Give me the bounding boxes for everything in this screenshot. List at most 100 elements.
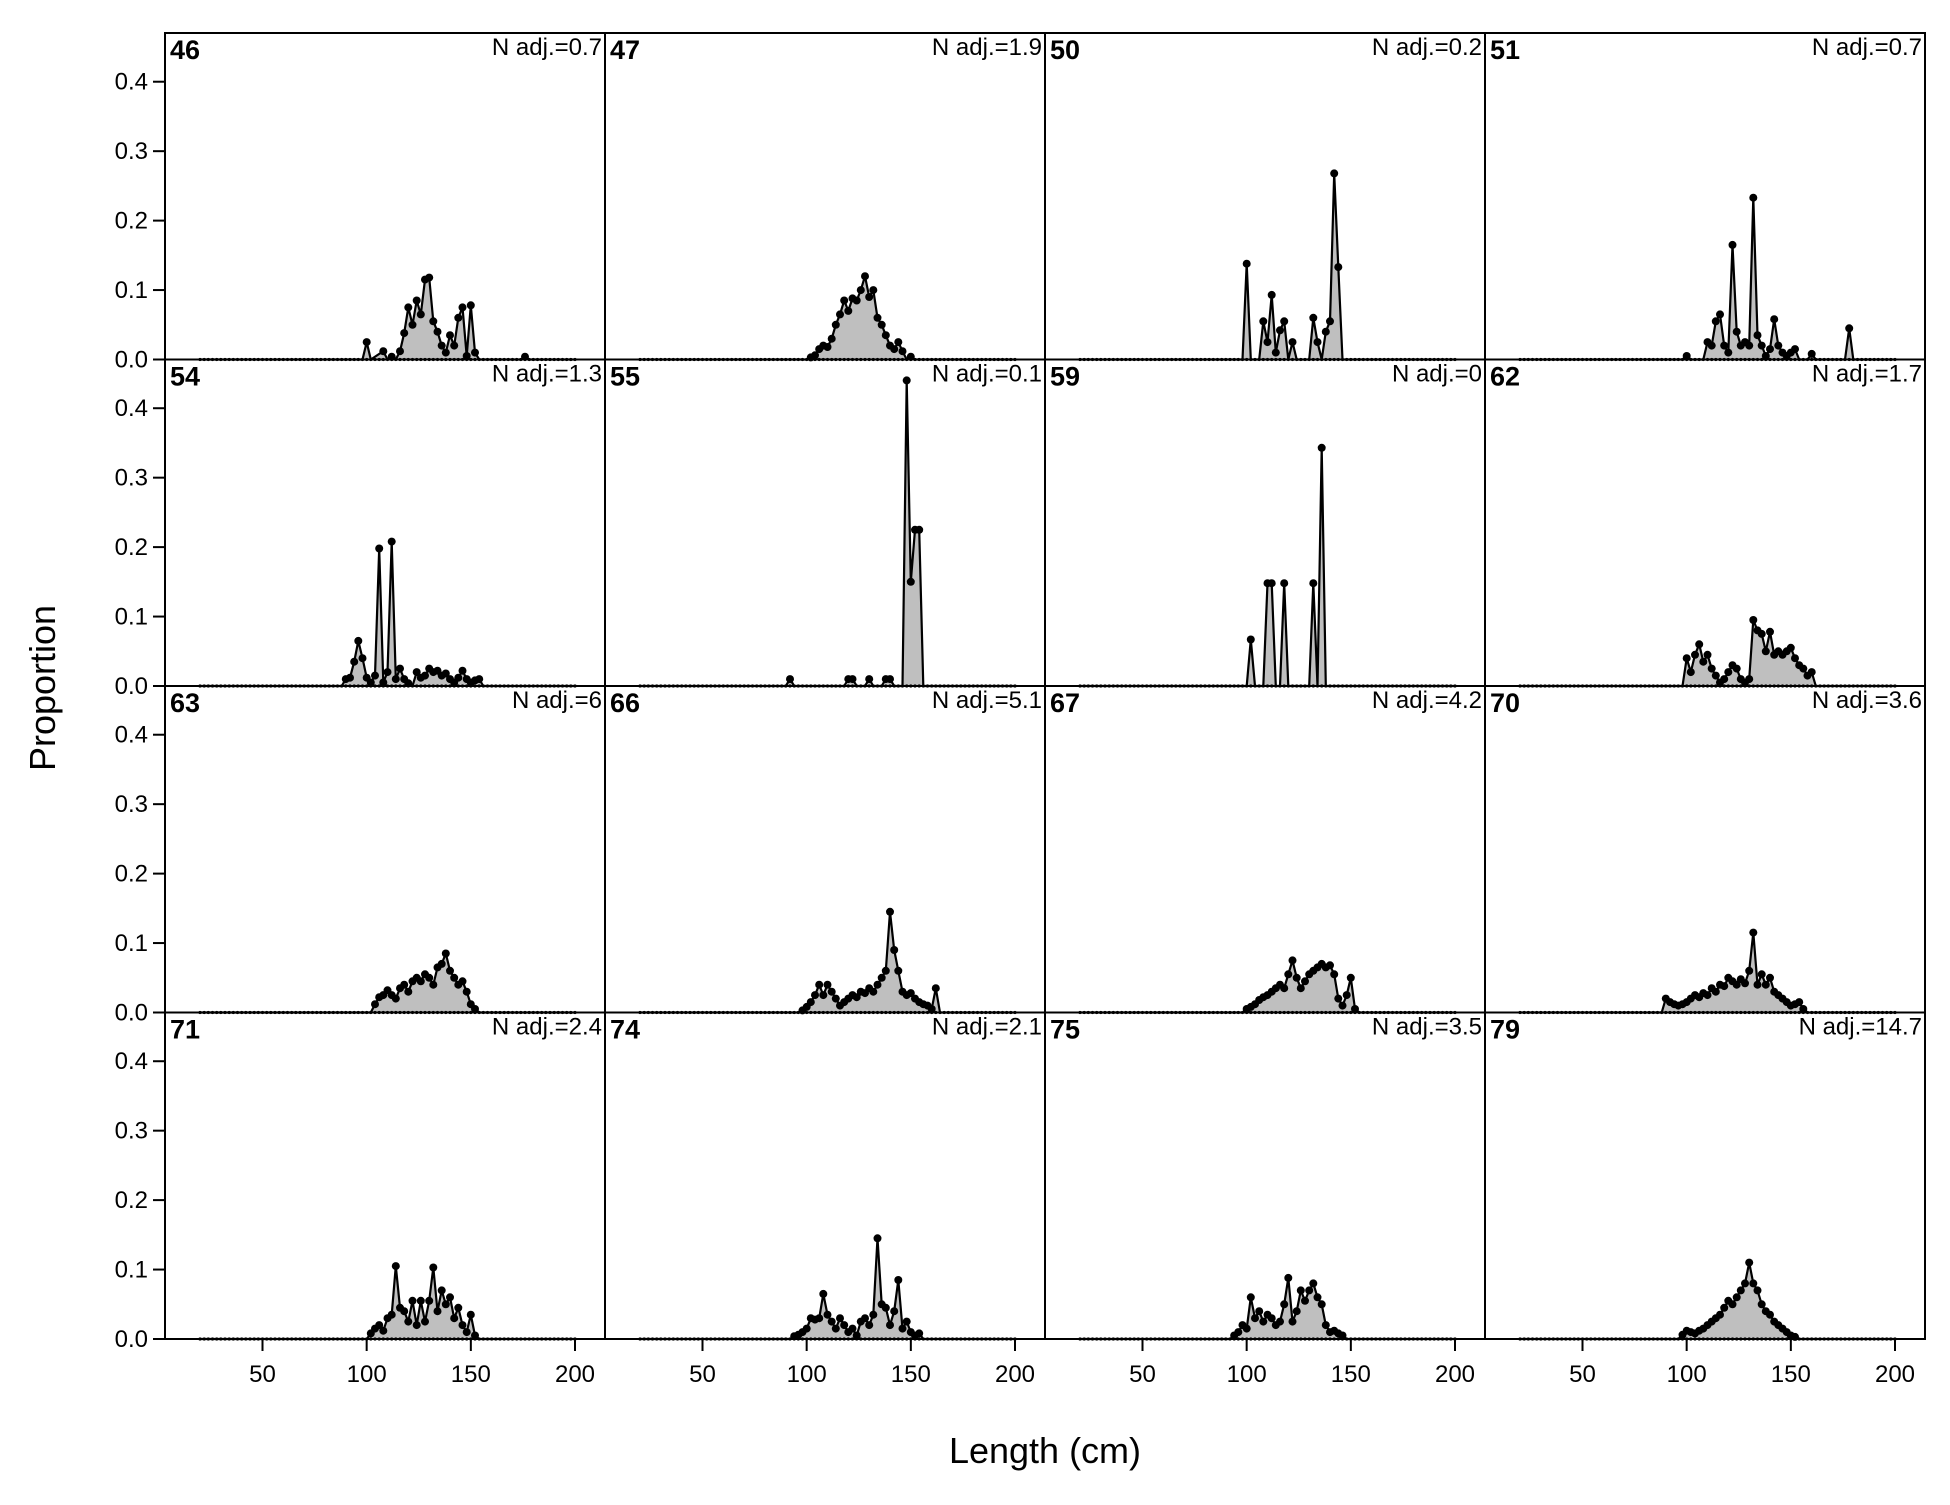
- data-point: [471, 348, 479, 357]
- data-point: [1271, 348, 1280, 357]
- y-tick-label: 0.4: [115, 1048, 148, 1075]
- data-point: [894, 338, 903, 347]
- data-point: [1749, 1279, 1758, 1288]
- data-point: [873, 1234, 882, 1243]
- data-point: [354, 636, 363, 645]
- data-point: [827, 1317, 836, 1326]
- data-point: [1330, 970, 1339, 979]
- data-point: [827, 334, 836, 343]
- data-point: [902, 376, 911, 385]
- data-point: [375, 544, 384, 553]
- data-point: [1766, 973, 1774, 982]
- data-point: [1745, 966, 1754, 975]
- data-point: [1280, 984, 1289, 993]
- data-point: [446, 966, 454, 975]
- x-axis-title: Length (cm): [949, 1430, 1141, 1471]
- data-point: [379, 678, 388, 687]
- data-point: [404, 1317, 413, 1326]
- data-point: [1246, 635, 1255, 644]
- panel-label: 79: [1490, 1015, 1520, 1045]
- panel-67: 67 N adj.=4.2: [1050, 687, 1482, 1015]
- n-adj-label: N adj.=3.5: [1372, 1014, 1482, 1041]
- data-point: [1296, 1286, 1305, 1295]
- data-point: [1242, 259, 1251, 268]
- data-point: [454, 1303, 463, 1312]
- data-point: [429, 317, 438, 326]
- y-tick-label: 0.3: [115, 791, 148, 818]
- data-point: [827, 987, 836, 996]
- panel-54: 54 N adj.=1.3 0.0 0.1 0.2 0.3 0.4: [115, 361, 602, 701]
- data-point: [1346, 973, 1355, 982]
- panel-label: 50: [1050, 35, 1080, 65]
- data-point: [819, 1289, 828, 1298]
- data-point: [786, 675, 794, 684]
- n-adj-label: N adj.=14.7: [1799, 1014, 1922, 1041]
- x-tick-label: 200: [1435, 1361, 1475, 1388]
- x-tick-label: 100: [1227, 1361, 1267, 1388]
- data-point: [408, 320, 417, 329]
- data-point: [811, 351, 819, 360]
- data-point: [1807, 668, 1816, 677]
- data-point: [1707, 664, 1716, 673]
- data-point: [1745, 675, 1754, 684]
- data-point: [890, 1307, 899, 1316]
- data-point: [1711, 987, 1720, 996]
- data-point: [471, 1005, 479, 1013]
- data-point: [865, 1321, 874, 1330]
- data-point: [1234, 1328, 1243, 1337]
- data-point: [1795, 998, 1804, 1007]
- data-point: [1724, 668, 1733, 677]
- data-point: [1799, 1005, 1808, 1013]
- data-point: [886, 675, 894, 684]
- panel-label: 47: [610, 35, 640, 65]
- panel-59: 59 N adj.=0: [1050, 361, 1482, 688]
- data-point: [877, 320, 886, 329]
- data-point: [1741, 979, 1749, 988]
- data-point: [1786, 643, 1795, 652]
- n-adj-label: N adj.=5.1: [932, 687, 1042, 714]
- data-point: [1703, 650, 1712, 659]
- data-point: [806, 998, 815, 1007]
- distribution-area: [1080, 447, 1455, 686]
- data-point: [1711, 671, 1720, 680]
- data-point: [1351, 1005, 1359, 1013]
- data-point: [421, 1317, 429, 1326]
- data-point: [852, 993, 861, 1002]
- n-adj-label: N adj.=0.1: [932, 361, 1042, 388]
- data-point: [861, 272, 869, 281]
- distribution-area: [640, 380, 1015, 686]
- data-point: [1309, 1279, 1318, 1288]
- data-point: [396, 347, 404, 356]
- distribution-line: [1520, 196, 1895, 361]
- data-point: [894, 1276, 903, 1284]
- data-point: [346, 673, 354, 682]
- data-point: [811, 991, 819, 1000]
- data-point: [1330, 169, 1339, 178]
- data-point: [441, 669, 450, 678]
- data-point: [852, 296, 861, 305]
- data-point: [1749, 928, 1758, 937]
- data-point: [1749, 193, 1758, 202]
- data-point: [1732, 664, 1741, 673]
- data-point: [852, 1331, 861, 1340]
- data-point: [400, 980, 409, 989]
- data-point: [1720, 675, 1729, 684]
- data-point: [425, 273, 434, 282]
- data-point: [1280, 317, 1289, 326]
- data-point: [1296, 984, 1305, 993]
- data-point: [869, 286, 878, 295]
- panel-label: 55: [610, 362, 640, 392]
- data-point: [387, 537, 396, 546]
- data-point: [1753, 980, 1762, 989]
- data-point: [915, 1329, 924, 1338]
- data-point: [1845, 324, 1854, 333]
- data-point: [1280, 579, 1289, 588]
- data-point: [1741, 1279, 1749, 1288]
- data-point: [371, 671, 379, 680]
- data-point: [873, 313, 882, 322]
- data-point: [840, 1321, 849, 1330]
- data-point: [873, 980, 882, 989]
- data-point: [898, 347, 907, 356]
- data-point: [1757, 1300, 1766, 1309]
- data-point: [1728, 240, 1737, 249]
